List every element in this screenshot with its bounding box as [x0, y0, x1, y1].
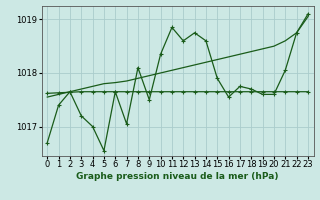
X-axis label: Graphe pression niveau de la mer (hPa): Graphe pression niveau de la mer (hPa)	[76, 172, 279, 181]
